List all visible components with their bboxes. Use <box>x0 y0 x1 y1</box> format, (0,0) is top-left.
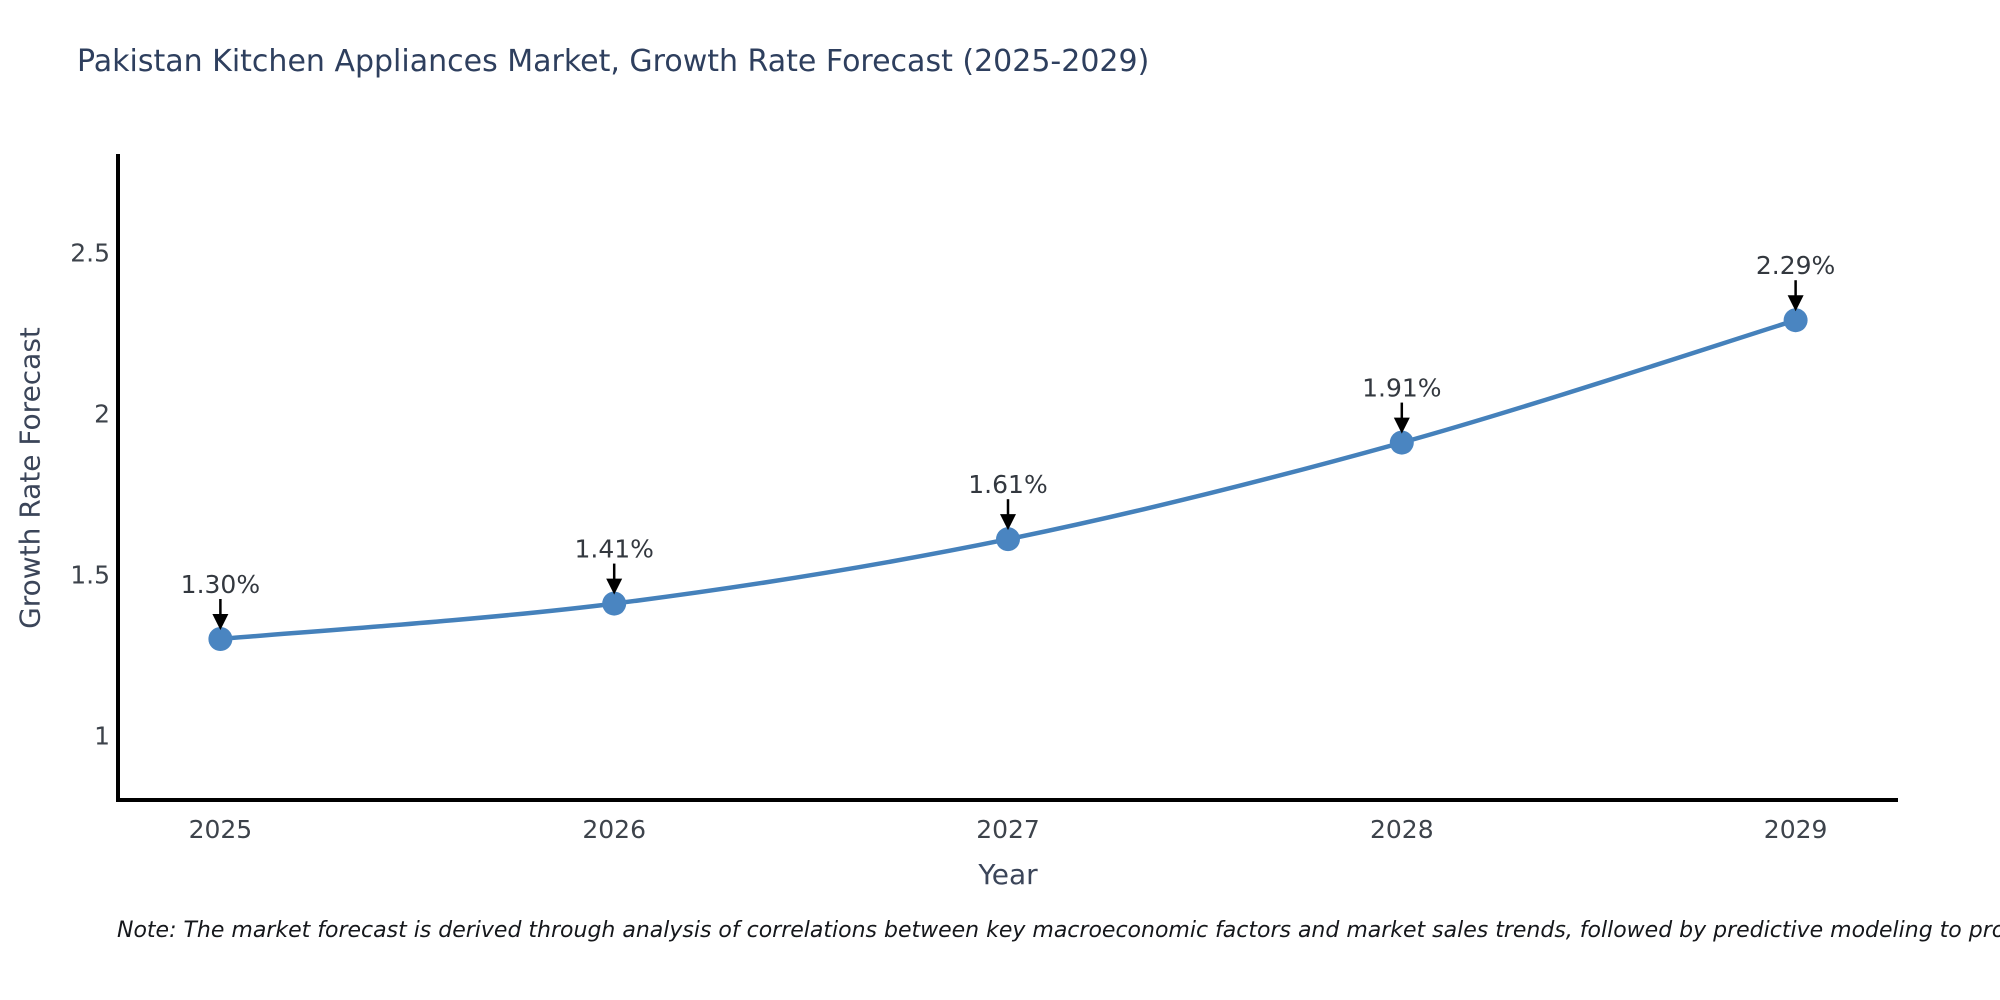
x-tick-label-2027: 2027 <box>976 815 1040 844</box>
annotation-label-2027: 1.61% <box>968 470 1047 499</box>
footnote: Note: The market forecast is derived thr… <box>117 918 2000 943</box>
x-tick-label-2026: 2026 <box>582 815 646 844</box>
y-tick-label-2: 2 <box>94 400 110 429</box>
data-point-2026 <box>602 591 627 616</box>
x-tick-label-2025: 2025 <box>189 815 253 844</box>
data-point-2028 <box>1389 430 1414 455</box>
x-tick-label-2028: 2028 <box>1370 815 1434 844</box>
data-point-2027 <box>996 527 1020 552</box>
annotation-label-2025: 1.30% <box>181 570 260 599</box>
y-tick-label-1.5: 1.5 <box>70 561 110 590</box>
annotation-label-2026: 1.41% <box>574 535 653 564</box>
annotation-arrow-head-2029 <box>1787 295 1804 312</box>
chart-title: Pakistan Kitchen Appliances Market, Grow… <box>77 44 1150 79</box>
data-point-2029 <box>1783 308 1808 333</box>
annotation-label-2028: 1.91% <box>1362 374 1441 403</box>
data-point-2025 <box>208 627 233 651</box>
x-axis-title: Year <box>978 858 1038 891</box>
annotation-arrow-head-2025 <box>212 614 229 630</box>
x-tick-label-2029: 2029 <box>1764 815 1828 844</box>
annotation-arrow-head-2028 <box>1393 417 1410 434</box>
annotation-label-2029: 2.29% <box>1756 251 1835 280</box>
annotation-arrow-head-2027 <box>1000 514 1016 531</box>
y-tick-label-2.5: 2.5 <box>70 239 110 268</box>
y-tick-label-1: 1 <box>94 722 110 751</box>
annotation-arrow-head-2026 <box>606 578 623 595</box>
